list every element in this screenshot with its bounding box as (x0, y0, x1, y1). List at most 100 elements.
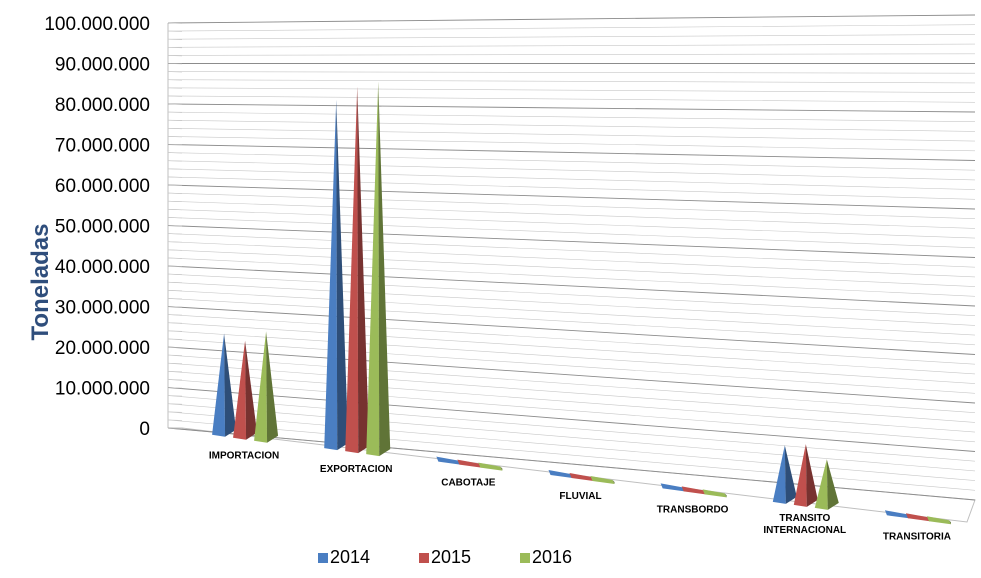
cone-side-face (357, 86, 370, 454)
x-category-line: TRANSITORIA (883, 531, 951, 542)
legend-swatch-2014 (318, 553, 328, 563)
gridline (167, 314, 976, 365)
gridline (167, 14, 976, 24)
side-wall-gridline (167, 419, 183, 421)
gridline (167, 225, 976, 258)
side-wall-gridline (167, 281, 183, 283)
cone-front-face (212, 333, 226, 437)
cone-flat-side (612, 480, 615, 484)
gridline (167, 79, 976, 84)
gridline (167, 144, 976, 161)
legend-label-2014: 2014 (330, 547, 370, 567)
data-cones (212, 81, 951, 525)
gridline (167, 128, 976, 142)
gridline (167, 184, 976, 210)
x-category-line: IMPORTACION (209, 451, 279, 462)
y-axis-ticks: 0 10.000.000 20.000.000 30.000.000 40.000.00… (44, 14, 150, 440)
side-wall-gridline (167, 176, 183, 178)
side-wall-gridline (167, 95, 183, 97)
side-wall-gridline (167, 427, 183, 429)
y-tick-label: 40.000.000 (55, 257, 150, 278)
y-tick-label: 20.000.000 (55, 338, 150, 359)
x-category-line: INTERNACIONAL (763, 525, 846, 536)
gridline (167, 111, 976, 122)
legend-label-2015: 2015 (431, 547, 471, 567)
side-wall-gridline (167, 290, 183, 292)
gridline (167, 24, 976, 32)
gridline (167, 354, 976, 413)
x-category-line: EXPORTACION (320, 464, 393, 475)
y-axis-title: Toneladas (27, 224, 54, 341)
gridline (167, 257, 976, 297)
x-category-line: FLUVIAL (559, 491, 601, 502)
side-wall-gridline (167, 136, 183, 138)
side-wall-gridline (167, 233, 183, 235)
cone-2015-5 (793, 444, 818, 507)
gridline (167, 53, 976, 56)
side-wall-gridline (167, 30, 183, 32)
side-wall-gridline (167, 47, 183, 49)
side-wall-gridline (167, 209, 183, 211)
gridline (167, 411, 976, 481)
gridline (167, 119, 976, 132)
cone-2015-1 (345, 86, 370, 454)
gridline (167, 103, 976, 113)
side-wall-gridline (167, 395, 183, 397)
side-wall-gridline (167, 330, 183, 332)
cone-side-face (784, 445, 797, 504)
gridline (167, 217, 976, 249)
gridline (167, 200, 976, 229)
cone-side-face (805, 444, 818, 507)
y-tick-label: 10.000.000 (55, 379, 150, 400)
cone-flat-face (884, 510, 909, 519)
side-wall-gridline (167, 160, 183, 162)
side-wall-gridline (167, 403, 183, 405)
side-wall-gridline (167, 387, 183, 389)
cone-side-face (336, 99, 349, 451)
side-wall-gridline (167, 103, 183, 105)
cone-flat-side (948, 520, 951, 525)
cone-front-face (233, 340, 247, 440)
y-tick-label: 90.000.000 (55, 55, 150, 76)
cone-flat-side (500, 466, 503, 471)
side-wall-gridline (167, 144, 183, 146)
y-tick-label: 70.000.000 (55, 136, 150, 157)
side-wall-gridline (167, 200, 183, 202)
cone-2014-5 (772, 445, 797, 504)
y-tick-label: 80.000.000 (55, 95, 150, 116)
side-wall-gridline (167, 354, 183, 356)
x-category-label: TRANSITO INTERNACIONAL (763, 513, 846, 536)
gridline (167, 249, 976, 287)
gridline (167, 136, 976, 152)
side-wall-gridline (167, 411, 183, 413)
side-wall-gridline (167, 71, 183, 73)
gridline (167, 322, 976, 375)
cone-front-face (793, 444, 807, 507)
side-wall-gridline (167, 338, 183, 340)
y-tick-label: 30.000.000 (55, 298, 150, 319)
x-category-label: FLUVIAL (559, 491, 601, 502)
side-wall-gridline (167, 346, 183, 348)
x-axis-labels: IMPORTACION EXPORTACION CABOTAJE FLUVIAL TRA… (209, 451, 951, 543)
gridline (167, 71, 976, 74)
cone-side-face (245, 340, 258, 440)
side-wall-gridline (167, 362, 183, 364)
side-wall-gridline (167, 79, 183, 81)
cone-flat-face (548, 470, 573, 478)
gridline (167, 281, 976, 326)
side-wall-gridline (167, 379, 183, 381)
gridline (167, 346, 976, 404)
cone-flat-face (457, 459, 482, 468)
cone-2016-3 (590, 476, 615, 484)
cone-2016-6 (926, 516, 951, 525)
x-category-label: CABOTAJE (441, 478, 496, 489)
gridline (167, 330, 976, 384)
x-category-label: TRANSBORDO (657, 504, 729, 515)
gridline (167, 427, 976, 501)
gridline (167, 152, 976, 171)
side-wall-gridline (167, 314, 183, 316)
y-tick-label: 100.000.000 (44, 14, 150, 35)
cone-side-face (224, 333, 237, 437)
side-wall-gridline (167, 225, 183, 227)
